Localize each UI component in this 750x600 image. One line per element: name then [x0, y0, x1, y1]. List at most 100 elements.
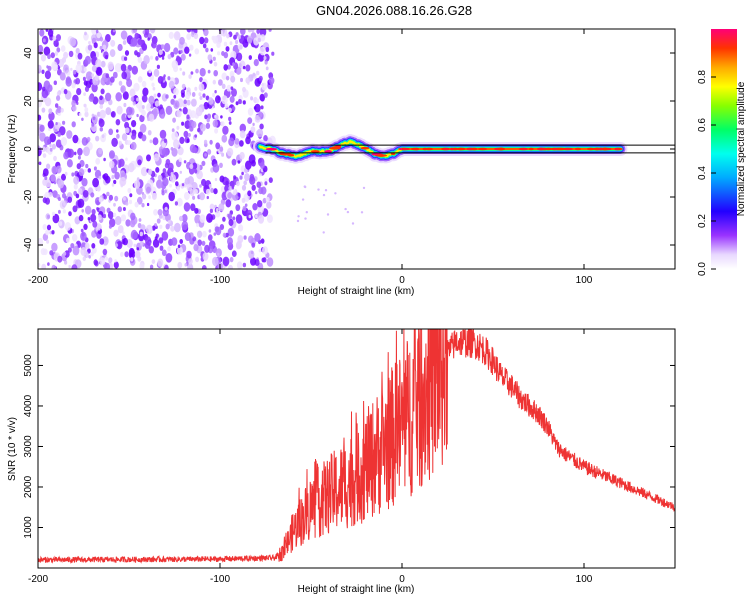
noise-blob — [46, 163, 51, 170]
noise-blob — [214, 114, 217, 118]
spectrogram-x-axis: -200 -100 0 100 — [28, 29, 593, 286]
noise-blob — [186, 33, 192, 40]
noise-blob — [237, 34, 241, 40]
colorbar-label: Normalized spectral amplitude — [736, 81, 747, 216]
noise-blob — [84, 55, 91, 65]
noise-blob — [104, 175, 111, 184]
noise-blob — [245, 136, 251, 145]
noise-blob — [223, 64, 228, 71]
noise-blob — [43, 46, 51, 56]
noise-blob — [96, 185, 101, 192]
noise-blob — [175, 181, 179, 187]
noise-blob — [180, 53, 186, 61]
noise-blob — [47, 214, 50, 219]
noise-blob — [125, 219, 131, 227]
snr-series-line — [38, 329, 675, 565]
noise-blob — [119, 176, 127, 187]
noise-blob — [77, 188, 83, 195]
noise-blob — [130, 212, 136, 221]
noise-blob — [221, 95, 228, 105]
noise-blob — [173, 47, 179, 55]
noise-blob — [159, 129, 167, 139]
noise-blob — [162, 207, 169, 217]
noise-blob — [254, 103, 261, 113]
noise-blob — [153, 68, 160, 77]
noise-blob — [212, 163, 220, 173]
noise-blob — [38, 114, 42, 121]
noise-blob — [116, 129, 119, 133]
noise-blob — [190, 203, 196, 211]
noise-blob — [77, 198, 85, 208]
noise-blob — [211, 35, 215, 41]
noise-blob — [204, 114, 208, 120]
noise-blob — [227, 64, 231, 70]
noise-blob — [204, 153, 208, 157]
noise-blob — [235, 180, 240, 187]
noise-blob — [146, 202, 150, 207]
noise-blob — [51, 211, 56, 216]
noise-blob — [80, 228, 84, 233]
noise-blob — [262, 246, 268, 255]
noise-blob — [134, 180, 141, 189]
noise-blob — [110, 76, 115, 83]
noise-blob — [205, 122, 211, 129]
noise-blob — [149, 139, 153, 144]
noise-blob — [48, 108, 53, 114]
noise-blob — [95, 158, 101, 165]
snr-ylabel: SNR (10 * v/v) — [7, 417, 18, 481]
noise-blob — [182, 71, 186, 76]
noise-blob — [113, 212, 117, 217]
noise-blob — [105, 107, 112, 116]
noise-blob — [130, 229, 138, 240]
noise-blob — [49, 133, 56, 143]
noise-blob — [235, 39, 239, 45]
noise-blob — [64, 171, 68, 176]
noise-blob — [72, 234, 78, 242]
noise-blob — [262, 197, 267, 204]
noise-blob — [58, 59, 65, 68]
noise-blob — [258, 75, 263, 82]
noise-blob — [118, 80, 123, 86]
noise-blob — [83, 103, 86, 108]
noise-blob — [56, 34, 61, 42]
noise-blob — [220, 121, 225, 127]
noise-blob — [87, 44, 93, 51]
noise-blob — [152, 238, 160, 248]
noise-blob — [195, 68, 199, 74]
noise-blob — [118, 140, 123, 146]
noise-blob — [49, 147, 53, 152]
noise-blob — [98, 175, 102, 180]
noise-blob — [136, 113, 139, 118]
noise-blob — [186, 138, 190, 143]
noise-blob — [109, 150, 115, 159]
noise-blob — [186, 99, 191, 106]
noise-blob — [242, 86, 246, 93]
noise-blob — [81, 137, 88, 146]
noise-blob — [247, 37, 253, 44]
noise-blob — [60, 45, 66, 52]
noise-blob — [203, 139, 208, 145]
noise-blob — [133, 82, 140, 92]
noise-blob — [120, 30, 128, 40]
noise-blob — [174, 201, 178, 206]
noise-blob — [47, 53, 51, 60]
noise-blob — [40, 54, 47, 62]
noise-blob — [93, 42, 98, 49]
noise-blob — [245, 160, 252, 170]
noise-blob — [103, 194, 107, 200]
noise-blob — [139, 123, 147, 133]
noise-blob — [179, 239, 183, 244]
noise-blob — [214, 128, 219, 134]
noise-blob — [157, 258, 164, 267]
noise-blob — [212, 56, 216, 61]
spectrogram-reference-band — [265, 144, 675, 154]
noise-blob — [157, 174, 163, 181]
noise-blob — [173, 100, 180, 109]
noise-blob — [208, 184, 212, 189]
noise-blob — [77, 52, 83, 60]
noise-blob — [178, 157, 182, 162]
noise-blob — [203, 29, 209, 37]
noise-blob — [202, 252, 209, 261]
noise-blob — [239, 140, 244, 147]
noise-blob — [199, 96, 203, 100]
